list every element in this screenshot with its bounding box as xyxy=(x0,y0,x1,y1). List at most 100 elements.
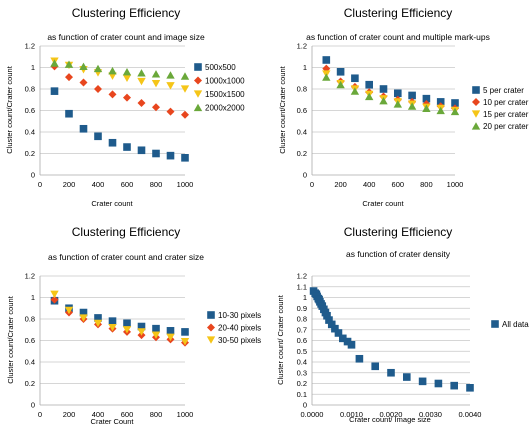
y-tick-label: 1.2 xyxy=(25,42,35,51)
y-axis-label: Cluster count/ Crater count xyxy=(276,294,285,385)
data-point xyxy=(137,69,146,77)
data-point xyxy=(379,85,388,93)
data-point xyxy=(408,91,416,100)
data-point xyxy=(180,85,190,93)
y-tick-label: 0.8 xyxy=(25,85,35,94)
legend-marker xyxy=(194,76,202,85)
y-tick-label: 0.6 xyxy=(25,106,35,115)
data-point xyxy=(50,59,59,67)
series-4 xyxy=(322,73,460,116)
data-point xyxy=(166,107,175,116)
data-point xyxy=(122,74,132,83)
data-point xyxy=(466,384,474,392)
data-point xyxy=(50,87,59,95)
series-3 xyxy=(50,290,190,346)
y-tick-label: 0.4 xyxy=(25,128,35,137)
legend-marker xyxy=(194,63,202,71)
data-point xyxy=(137,328,146,336)
x-tick-label: 200 xyxy=(334,180,347,189)
x-tick-label: 800 xyxy=(150,410,163,419)
chart-panel-2: Clustering Efficiency as function of crat… xyxy=(278,6,529,208)
legend-label: 1500x1500 xyxy=(205,90,245,99)
data-point xyxy=(137,77,146,86)
legend-label: 5 per crater xyxy=(483,86,524,95)
data-point xyxy=(123,143,131,151)
y-tick-label: 0.2 xyxy=(25,149,35,158)
series-4 xyxy=(50,59,190,80)
chart-panel-4: Clustering Efficiency as function of crat… xyxy=(276,225,529,424)
legend-marker xyxy=(471,122,481,130)
chart-title: Clustering Efficiency xyxy=(344,225,453,239)
y-tick-label: 0 xyxy=(31,171,35,180)
x-tick-label: 400 xyxy=(92,410,105,419)
x-tick-label: 1000 xyxy=(177,180,194,189)
data-point xyxy=(422,104,431,112)
y-tick-label: 1 xyxy=(31,293,35,302)
y-tick-label: 0 xyxy=(303,171,307,180)
data-point xyxy=(403,373,411,381)
data-point xyxy=(393,100,402,108)
chart-panel-1: Clustering Efficiency as function of crat… xyxy=(5,6,245,208)
y-axis-label: Cluster count/Crater count xyxy=(5,65,14,153)
legend-marker xyxy=(491,320,499,328)
data-point xyxy=(108,66,117,75)
y-tick-label: 0.8 xyxy=(297,85,307,94)
data-point xyxy=(325,316,333,324)
data-point xyxy=(79,308,88,317)
data-point xyxy=(181,154,189,162)
data-point xyxy=(108,72,117,80)
legend-marker xyxy=(471,110,481,118)
data-point xyxy=(108,324,117,332)
data-point xyxy=(339,334,347,343)
data-point xyxy=(65,109,73,118)
data-point xyxy=(65,73,73,82)
data-point xyxy=(79,78,88,87)
data-point xyxy=(451,99,459,107)
data-point xyxy=(418,377,427,386)
data-point xyxy=(181,328,189,336)
legend-marker xyxy=(207,311,215,319)
legend-marker xyxy=(207,323,215,332)
x-tick-label: 0.0040 xyxy=(459,410,482,419)
data-point xyxy=(181,110,189,119)
data-point xyxy=(351,74,359,83)
x-tick-label: 400 xyxy=(92,180,105,189)
x-axis-label: Crater Count xyxy=(91,417,135,426)
x-tick-label: 200 xyxy=(63,180,76,189)
data-point xyxy=(166,71,175,79)
y-tick-label: 0.5 xyxy=(297,347,307,356)
x-tick-label: 0 xyxy=(38,180,42,189)
series-3 xyxy=(322,70,460,115)
y-tick-label: 1.2 xyxy=(25,272,35,281)
legend-label: 20 per crater xyxy=(483,122,529,131)
data-point xyxy=(343,337,352,346)
x-axis-label: Crater count xyxy=(362,199,404,208)
x-axis-label: Crater count xyxy=(91,199,133,208)
legend-label: All data xyxy=(502,320,529,329)
data-point xyxy=(450,381,458,390)
y-tick-label: 0.2 xyxy=(25,379,35,388)
y-tick-label: 0.8 xyxy=(25,315,35,324)
legend-label: 30-50 pixels xyxy=(218,336,261,345)
x-axis-label: Crater count/ Image size xyxy=(349,415,431,424)
data-point xyxy=(79,62,88,71)
legend-label: 2000x2000 xyxy=(205,104,245,113)
data-point xyxy=(123,93,131,102)
y-tick-label: 0.8 xyxy=(297,315,307,324)
data-point xyxy=(151,80,161,88)
data-point xyxy=(422,94,431,103)
x-tick-label: 0.0030 xyxy=(419,410,442,419)
y-axis-label: Cluster count/Crater count xyxy=(278,65,287,153)
data-point xyxy=(327,320,336,329)
x-tick-label: 800 xyxy=(150,180,163,189)
data-point xyxy=(166,327,175,335)
y-tick-label: 0.4 xyxy=(297,128,307,137)
series-2 xyxy=(50,62,189,119)
data-point xyxy=(166,151,175,160)
data-point xyxy=(322,56,331,64)
data-point xyxy=(64,306,74,315)
chart-subtitle: as function of crater count and crater s… xyxy=(48,252,204,262)
x-tick-label: 1000 xyxy=(177,410,194,419)
data-point xyxy=(334,329,343,337)
